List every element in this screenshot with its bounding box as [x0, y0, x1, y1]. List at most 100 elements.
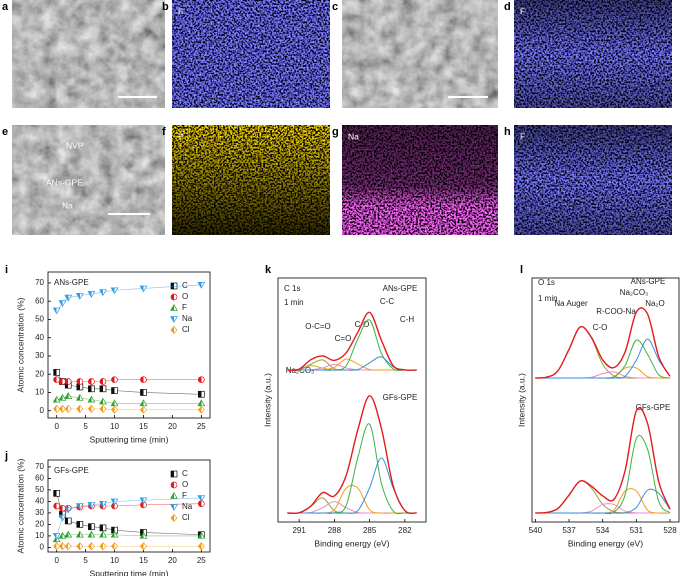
data-point	[75, 503, 84, 510]
series-line	[56, 493, 202, 536]
data-point	[140, 405, 147, 414]
x-tick-label: 291	[292, 526, 306, 535]
x-tick-label: 10	[110, 422, 119, 431]
scale-bars	[108, 96, 488, 215]
data-point	[110, 287, 119, 295]
legend-marker	[170, 470, 178, 478]
data-point	[59, 542, 66, 551]
peak-label: Na₂CO₃	[286, 366, 315, 375]
x-tick-label: 5	[83, 556, 88, 565]
data-point	[99, 500, 107, 508]
x-tick-label: 537	[562, 526, 576, 535]
x-tick-label: 15	[139, 422, 148, 431]
data-point	[111, 376, 118, 384]
panel-letter: e	[2, 126, 8, 138]
data-point	[99, 289, 107, 297]
legend-marker	[170, 316, 178, 323]
peak-label: C-O	[593, 323, 608, 332]
data-point	[52, 533, 61, 540]
panel-letter: k	[265, 264, 272, 276]
x-axis-label: Binding energy (eV)	[314, 538, 389, 548]
map-label: Na	[348, 131, 359, 141]
data-point	[197, 405, 205, 414]
x-tick-label: 0	[54, 422, 59, 431]
image	[12, 125, 165, 235]
x-tick-label: 15	[139, 556, 148, 565]
data-point	[64, 294, 73, 302]
x-tick-label: 5	[83, 422, 88, 431]
legend-label: O	[182, 292, 188, 301]
data-point	[53, 376, 61, 384]
component-curve	[287, 501, 417, 514]
layer-label: ANs-GPE	[46, 177, 83, 187]
data-point	[88, 385, 95, 393]
data-point	[76, 521, 84, 528]
y-tick-label: 10	[35, 531, 44, 540]
y-axis-label: Atomic concentration (%)	[15, 297, 25, 392]
envelope-curve	[287, 395, 417, 515]
x-tick-label: 531	[630, 526, 644, 535]
image	[342, 0, 498, 108]
data-point	[76, 378, 84, 385]
data-point	[75, 393, 84, 401]
component-curve	[287, 423, 417, 515]
peak-label: O-C=O	[305, 322, 331, 331]
envelope-curve	[287, 311, 417, 371]
data-point	[75, 530, 84, 538]
data-point	[59, 378, 66, 385]
annotation: C 1s	[284, 284, 300, 293]
data-point	[140, 542, 147, 551]
peak-label: Na₂CO₃	[620, 288, 649, 297]
data-point	[110, 498, 119, 506]
y-tick-label: 10	[35, 388, 44, 397]
peak-label: Na Auger	[554, 299, 588, 308]
peak-label: C=O	[335, 334, 352, 343]
data-point	[197, 399, 206, 407]
data-point	[88, 378, 95, 385]
panel-letter: a	[2, 1, 9, 13]
legend-marker	[170, 304, 178, 311]
data-point	[64, 404, 72, 414]
data-point	[139, 497, 148, 505]
component-curve	[535, 326, 671, 379]
legend-marker	[170, 293, 178, 301]
panel-letter: i	[5, 264, 8, 276]
y-axis-label: Intensity (a.u.)	[262, 373, 272, 427]
x-tick-label: 20	[168, 422, 177, 431]
data-point	[197, 282, 206, 289]
data-point	[88, 523, 95, 531]
data-point	[58, 393, 67, 401]
data-point	[87, 502, 96, 509]
x-tick-label: 528	[663, 526, 677, 535]
annotation: 1 min	[538, 294, 558, 303]
legend-marker	[170, 504, 178, 511]
data-point	[58, 514, 67, 522]
data-point	[87, 530, 96, 538]
data-point	[64, 506, 73, 514]
data-point	[64, 530, 73, 538]
data-point	[87, 404, 95, 414]
x-tick-label: 25	[197, 422, 206, 431]
data-point	[64, 392, 73, 399]
x-tick-label: 534	[596, 526, 610, 535]
x-tick-label: 10	[110, 556, 119, 565]
y-tick-label: 40	[35, 497, 44, 506]
map-label: F	[520, 6, 525, 16]
component-curve	[535, 480, 671, 514]
data-point	[99, 404, 107, 414]
component-curve	[535, 435, 671, 515]
legend-marker	[170, 513, 178, 523]
data-point	[139, 531, 148, 539]
data-point	[111, 405, 118, 414]
data-point	[76, 542, 84, 551]
legend-label: F	[182, 491, 187, 500]
data-point	[197, 495, 206, 502]
y-tick-label: 60	[35, 474, 44, 483]
data-point	[64, 542, 72, 551]
data-point	[59, 504, 66, 512]
legend-marker	[170, 282, 178, 290]
x-axis-label: Sputtering time (min)	[90, 568, 169, 576]
data-point	[87, 542, 95, 551]
y-tick-label: 0	[40, 406, 45, 415]
